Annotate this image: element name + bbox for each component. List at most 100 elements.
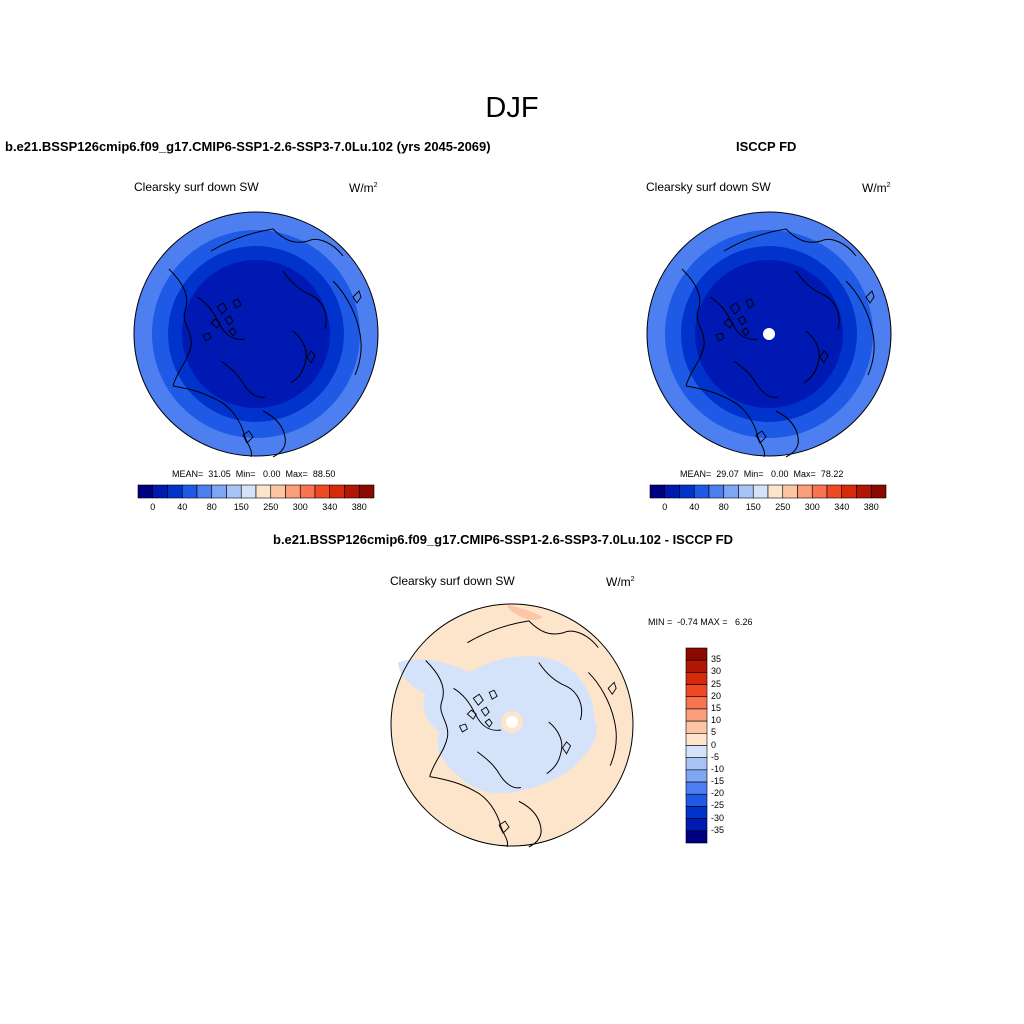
colorbar-box [685,806,708,819]
island-outline [466,709,477,720]
colorbar-box [344,484,360,499]
colorbar-box [685,659,708,673]
colorbar-box [685,793,708,807]
colorbar-tick-label: 35 [711,654,722,665]
colorbar-box [797,484,813,499]
colorbar-box [329,484,345,499]
coastline [775,410,799,458]
map-border [390,603,634,847]
colorbar-box [167,484,183,499]
colorbar-tick-label: -30 [711,812,725,823]
colorbar-box [685,720,708,734]
colorbar-tick-label: -15 [711,776,725,787]
colorbar-box [685,769,708,783]
colorbar-box [841,484,857,499]
colorbar-box [693,484,710,499]
island-outline [224,315,234,326]
island-outline [498,820,510,834]
coastline [709,296,759,340]
colorbar-box [685,696,708,710]
colorbar-box [285,484,301,499]
coastline [681,268,705,387]
island-outline [745,298,755,309]
colorbar-box [137,484,154,499]
colorbar-box [811,484,828,499]
island-outline [723,318,734,329]
colorbar-box [196,484,213,499]
colorbar-box [856,484,872,499]
colorbar-box [685,745,708,758]
left-stats-text: MEAN= 31.05 Min= 0.00 Max= 88.50 [172,469,336,479]
colorbar-box [782,484,798,499]
island-outline [562,741,572,755]
diff-stats-text: MIN = -0.74 MAX = 6.26 [648,617,753,627]
island-outline [819,350,829,364]
left-units-label: W/m2 [349,181,378,195]
island-outline [228,327,237,337]
colorbar-box [870,484,887,499]
colorbar-box [685,647,708,661]
island-outline [242,430,254,444]
island-outline [216,302,228,315]
coastline [795,270,840,330]
coastline [723,228,857,257]
colorbar-tick-label: 300 [804,502,820,512]
colorbar-tick-label: 40 [177,502,188,512]
colorbar-tick-label: 15 [711,702,722,713]
map-band-core [182,260,330,408]
colorbar-box [152,484,168,499]
colorbar-tick-label: 380 [863,502,879,512]
colorbar-tick-label: -25 [711,800,725,811]
colorbar-tick-label: 40 [689,502,700,512]
coastline [220,360,266,398]
right-polar-map [646,211,892,458]
colorbar-tick-label: -20 [711,788,725,799]
island-outline [458,723,468,733]
colorbar-box [270,484,286,499]
right-colorbar [649,484,887,499]
coastline [685,385,765,458]
island-outline [210,318,221,329]
island-outline [472,693,484,706]
colorbar-box [685,757,708,771]
colorbar-box [240,484,257,499]
colorbar-box [358,484,375,499]
coastline [538,662,583,721]
colorbar-box [226,484,242,499]
colorbar-tick-label: 80 [718,502,729,512]
colorbar-tick-label: -5 [711,751,720,762]
colorbar-box [685,672,708,685]
left-colorbar [137,484,375,499]
island-outline [232,298,242,309]
colorbar-tick-label: 300 [292,502,308,512]
map-border [133,211,379,457]
colorbar-box [685,708,708,722]
colorbar-box [685,830,708,844]
left-panel-title: b.e21.BSSP126cmip6.f09_g17.CMIP6-SSP1-2.… [5,139,491,154]
diff-positive-patch [507,604,543,620]
colorbar-tick-label: 340 [322,502,338,512]
island-outline [484,718,493,728]
left-polar-map [133,211,379,458]
colorbar-box [708,484,725,499]
island-outline [755,430,767,444]
colorbar-tick-label: 20 [711,690,722,701]
coastline [467,620,599,648]
diff-panel-title: b.e21.BSSP126cmip6.f09_g17.CMIP6-SSP1-2.… [273,532,734,547]
coastline [588,672,617,766]
coastline [282,270,327,330]
coastline [429,776,509,848]
diff-colorbar [685,647,708,844]
missing-data-pole [506,716,518,728]
island-outline [352,290,362,304]
colorbar-box [738,484,754,499]
colorbar-tick-label: 25 [711,678,722,689]
colorbar-tick-label: -35 [711,824,725,835]
colorbar-tick-label: 10 [711,715,722,726]
coastline [733,360,779,398]
island-outline [729,302,741,315]
colorbar-box [685,684,708,698]
colorbar-box [685,818,708,832]
coastline [453,687,502,731]
colorbar-box [299,484,316,499]
